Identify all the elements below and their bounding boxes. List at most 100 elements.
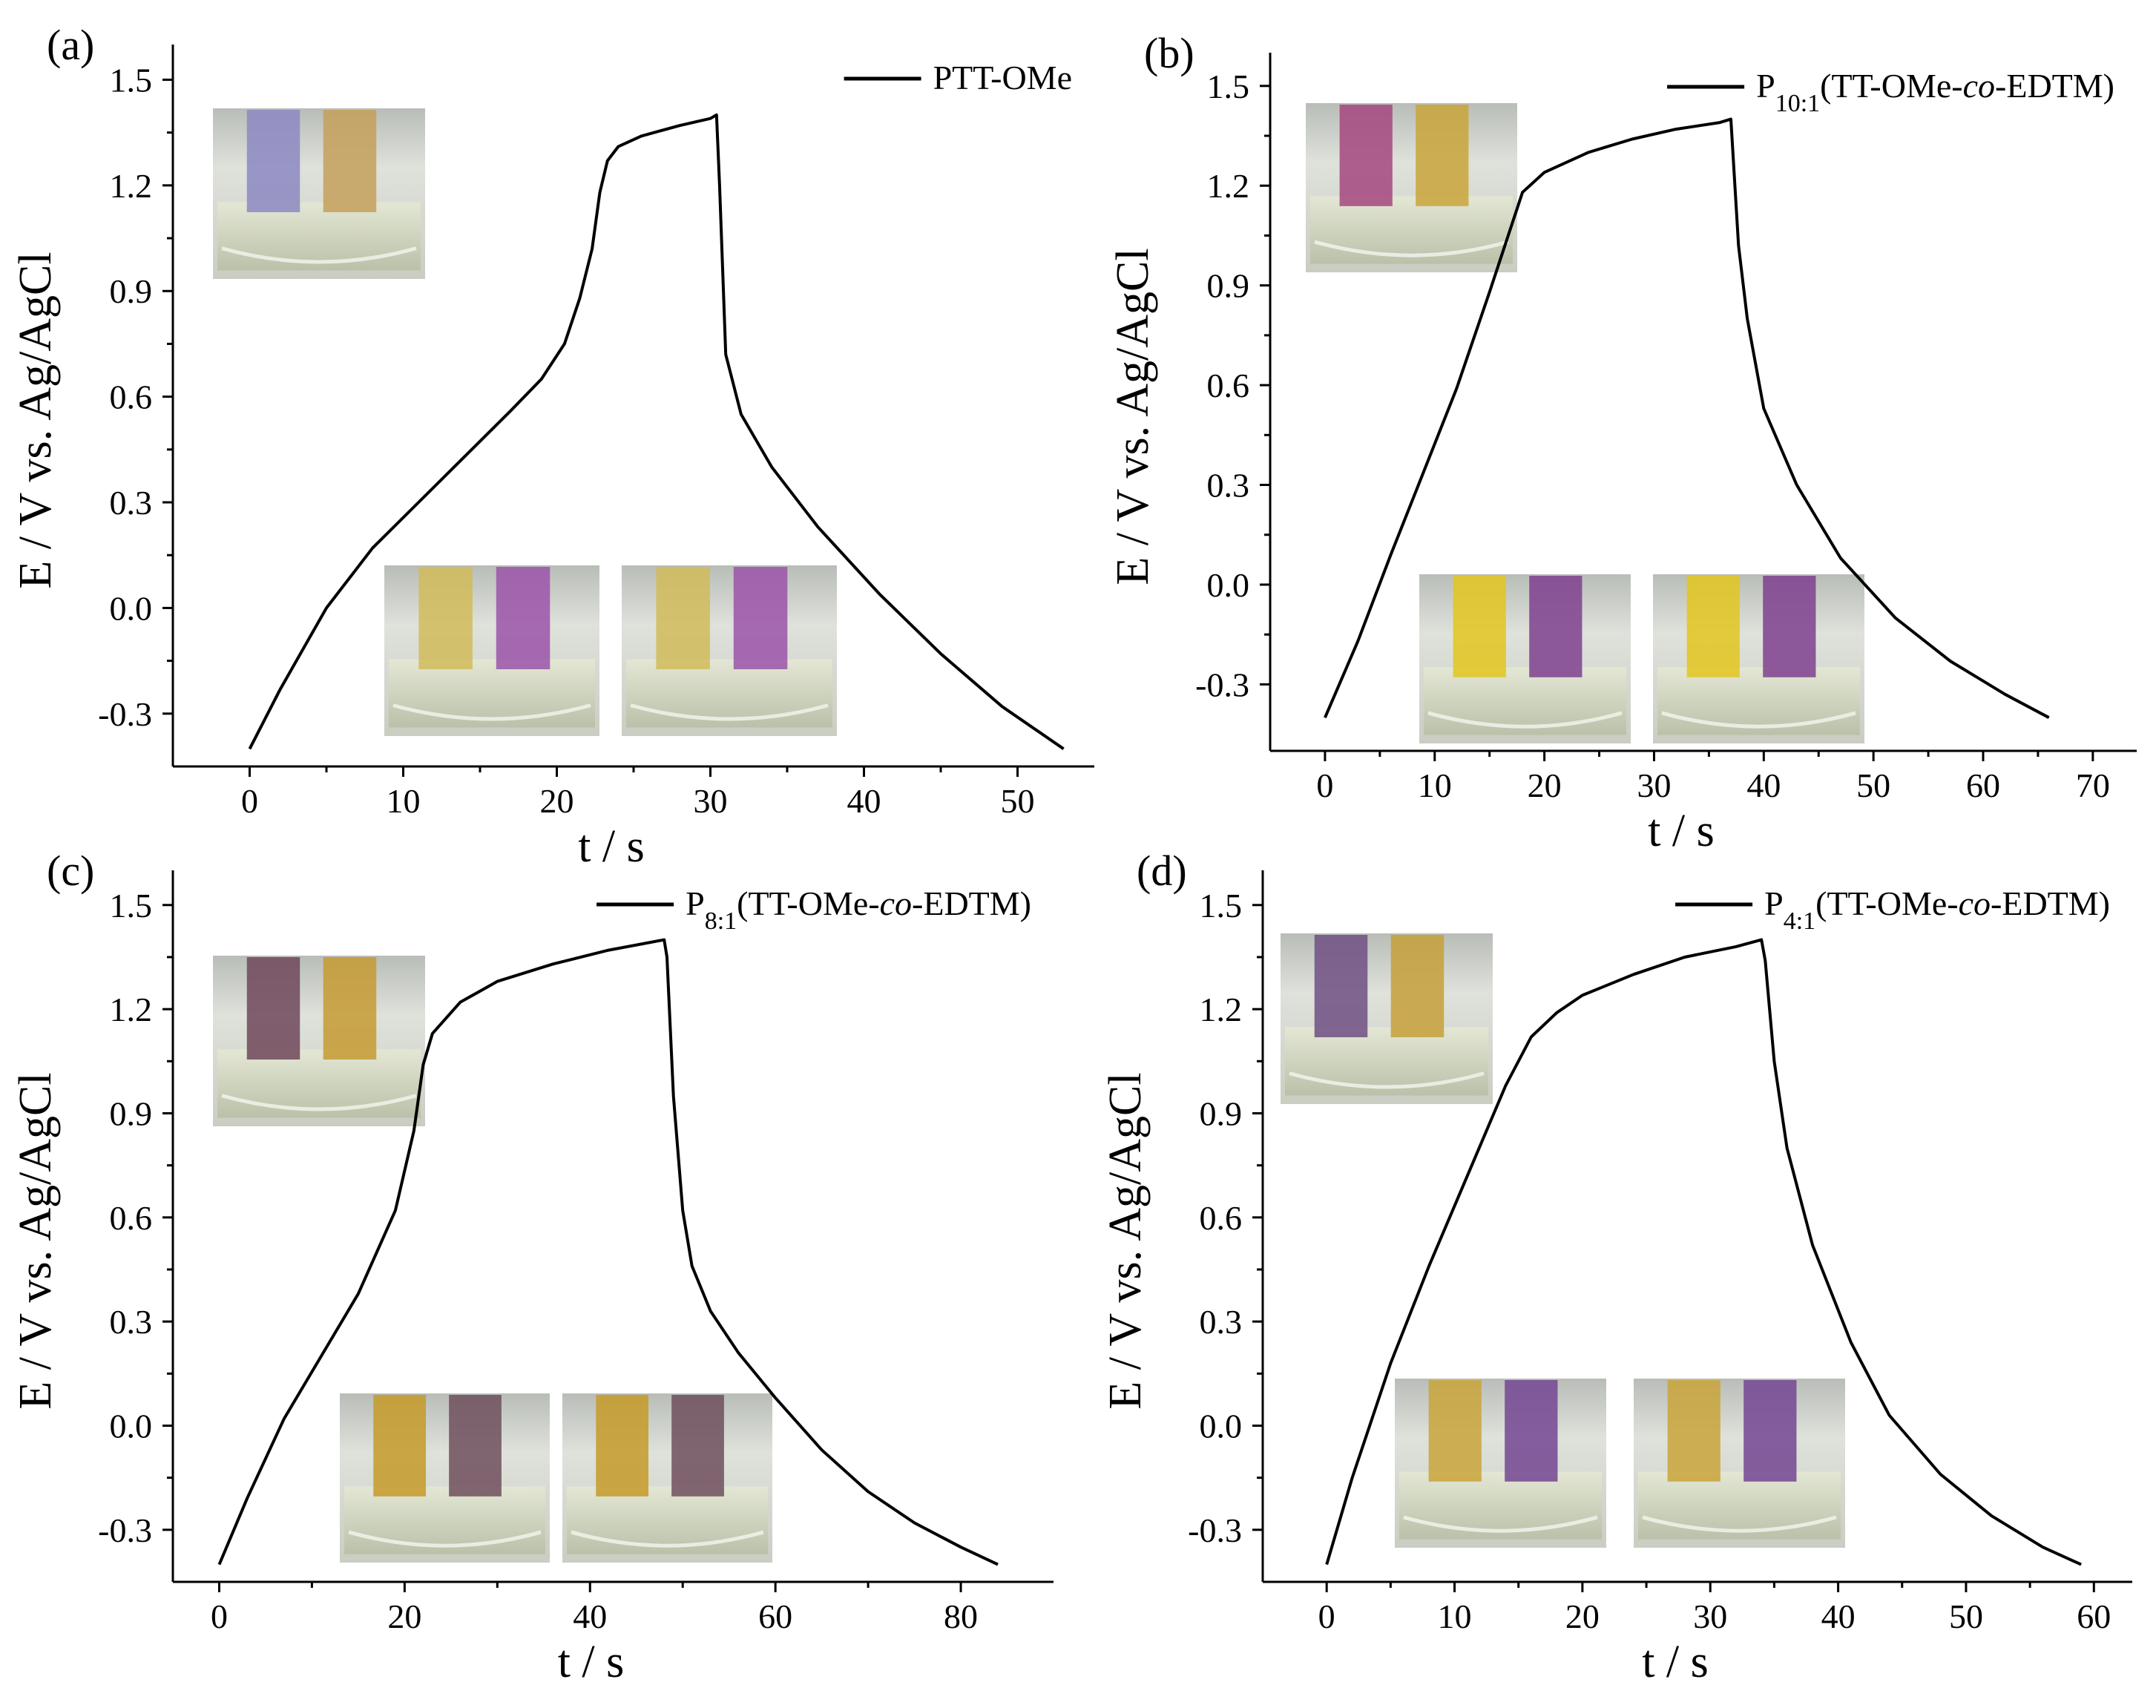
photo-inset [562, 1393, 772, 1563]
y-tick-label: 0.9 [1207, 267, 1250, 305]
photo-electrode-left [418, 567, 473, 669]
x-tick-label: 30 [1637, 766, 1671, 804]
y-tick-label: 0.6 [1207, 367, 1250, 404]
photo-beaker-rim [392, 703, 591, 721]
y-tick-label: -0.3 [1188, 1511, 1242, 1549]
legend-label-part: 4:1 [1784, 907, 1815, 935]
photo-beaker-rim [1289, 1071, 1485, 1089]
y-tick-label: 1.5 [110, 61, 153, 99]
photo-electrode-right [1505, 1380, 1558, 1482]
x-tick-label: 60 [2077, 1597, 2111, 1635]
panel-b: (b) -0.3 0.0 0.3 0.6 0.9 1.2 1.5 0 10 20 30 40 50 60 70… [1108, 29, 2137, 856]
photo-electrode-left [246, 110, 300, 212]
photo-beaker-rim [348, 1530, 542, 1548]
photo-liquid [626, 659, 832, 728]
photo-inset [1419, 574, 1631, 743]
panel-label: (a) [47, 21, 94, 69]
x-tick-label: 40 [1821, 1597, 1856, 1635]
y-tick-label: 1.2 [110, 991, 153, 1028]
photo-beaker-rim [1661, 711, 1856, 729]
photo-electrode-left [1428, 1380, 1482, 1482]
legend-label-part: P [1756, 67, 1775, 105]
legend-label-part: -EDTM) [1991, 884, 2110, 922]
photo-inset [1653, 574, 1864, 743]
photo-beaker-rim [1403, 1515, 1598, 1533]
panel-d: (d) -0.3 0.0 0.3 0.6 0.9 1.2 1.5 0 10 20 30 40 50 60 t … [1100, 847, 2132, 1687]
photo-liquid [567, 1486, 768, 1554]
y-tick-label: 1.5 [1207, 68, 1250, 105]
y-tick-label: 0.0 [110, 589, 153, 627]
x-axis-title: t / s [1642, 1637, 1709, 1687]
x-tick-label: 60 [758, 1597, 792, 1635]
x-axis-title: t / s [1648, 806, 1715, 856]
x-tick-label: 40 [1746, 766, 1781, 804]
photo-liquid [217, 1049, 421, 1118]
y-tick-label: 0.9 [110, 272, 153, 310]
photo-electrode-left [1339, 105, 1393, 206]
x-tick-label: 50 [1001, 782, 1035, 820]
photo-inset [213, 956, 425, 1126]
legend-label-part: P [1764, 884, 1784, 922]
x-tick-label: 20 [1565, 1597, 1600, 1635]
legend-label: P4:1(TT-OMe-co-EDTM) [1764, 884, 2110, 935]
y-tick-label: 1.5 [110, 887, 153, 924]
x-axis-title: t / s [578, 821, 645, 872]
photo-electrode-right [1416, 105, 1469, 206]
legend-label-part: co [1963, 67, 1995, 105]
x-axis-title: t / s [558, 1637, 625, 1687]
photo-liquid [217, 202, 421, 271]
y-tick-label: 0.6 [110, 1199, 153, 1237]
photo-liquid [1399, 1471, 1602, 1540]
photo-liquid [1638, 1471, 1841, 1540]
photo-electrode-left [1667, 1380, 1720, 1482]
legend-label-part: 8:1 [705, 907, 737, 935]
x-tick-label: 0 [241, 782, 258, 820]
photo-liquid [344, 1486, 545, 1554]
panel-label: (b) [1144, 29, 1194, 77]
photo-beaker-rim [1314, 240, 1509, 257]
photo-inset [340, 1393, 550, 1563]
y-tick-label: 0.3 [110, 1303, 153, 1341]
y-tick-label: 0.6 [1200, 1199, 1243, 1237]
x-tick-label: 0 [1316, 766, 1333, 804]
legend-label-part: (TT-OMe- [737, 884, 879, 922]
x-tick-label: 10 [1418, 766, 1452, 804]
photo-beaker-rim [1427, 711, 1623, 729]
photo-beaker-rim [571, 1530, 764, 1548]
x-tick-label: 60 [1966, 766, 2000, 804]
y-tick-label: 0.3 [1200, 1303, 1243, 1341]
y-tick-label: 1.2 [110, 167, 153, 205]
photo-inset [1281, 933, 1493, 1104]
x-tick-label: 70 [2076, 766, 2110, 804]
photo-liquid [1285, 1027, 1488, 1096]
panel-label: (c) [47, 847, 94, 895]
photo-beaker-rim [1642, 1515, 1837, 1533]
legend-label: P8:1(TT-OMe-co-EDTM) [686, 884, 1031, 935]
y-tick-label: 0.3 [1207, 467, 1250, 505]
photo-beaker-rim [630, 703, 829, 721]
legend-label-part: (TT-OMe- [1815, 884, 1958, 922]
x-tick-label: 40 [573, 1597, 607, 1635]
y-tick-label: 0.0 [1207, 566, 1250, 604]
panel-a: (a) -0.3 0.0 0.3 0.6 0.9 1.2 1.5 0 10 20 30 40 50 t / … [10, 21, 1094, 872]
x-tick-label: 10 [387, 782, 421, 820]
photo-liquid [389, 659, 595, 728]
y-axis-title: E / V vs. Ag/AgCl [10, 1072, 61, 1409]
y-tick-label: 1.5 [1200, 887, 1243, 924]
x-tick-label: 30 [694, 782, 728, 820]
x-tick-label: 20 [387, 1597, 421, 1635]
photo-inset [1306, 103, 1517, 272]
x-tick-label: 40 [847, 782, 881, 820]
photo-electrode-right [1529, 576, 1583, 677]
y-axis-title: E / V vs. Ag/AgCl [10, 252, 61, 588]
x-tick-label: 50 [1856, 766, 1890, 804]
x-tick-label: 50 [1949, 1597, 1983, 1635]
legend-label: P10:1(TT-OMe-co-EDTM) [1756, 67, 2114, 117]
photo-electrode-right [733, 567, 788, 669]
photo-inset [622, 565, 837, 736]
panel-c: (c) -0.3 0.0 0.3 0.6 0.9 1.2 1.5 0 20 40 60 80 t / s E… [10, 847, 1054, 1687]
y-tick-label: 0.3 [110, 484, 153, 522]
photo-liquid [1424, 667, 1626, 735]
panel-label: (d) [1137, 847, 1187, 895]
